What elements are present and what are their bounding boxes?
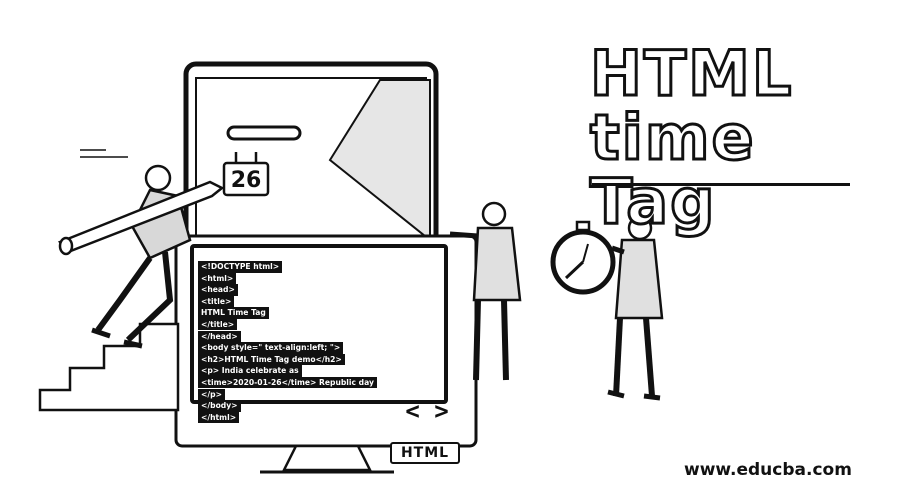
code-line: </p> — [198, 388, 225, 401]
person-standing — [449, 201, 522, 381]
calendar-date: 26 — [230, 168, 262, 193]
person-with-stopwatch — [607, 215, 664, 401]
code-line: <title> — [198, 295, 235, 308]
code-line: <time>2020-01-26</time> Republic day — [198, 376, 377, 389]
code-line: </head> — [198, 330, 241, 343]
code-panel: <!DOCTYPE html> <html> <head> <title> HT… — [190, 244, 448, 424]
code-brackets-icon: < > — [405, 397, 449, 425]
code-line: </body> — [198, 400, 241, 412]
code-line: HTML Time Tag — [198, 307, 269, 319]
code-line: <!DOCTYPE html> — [198, 261, 283, 273]
left-deco-lines — [80, 149, 128, 158]
page-title: HTML time Tag — [589, 37, 890, 238]
stopwatch-icon — [550, 220, 616, 295]
calendar-icon — [222, 152, 270, 197]
code-line: <p> India celebrate as — [198, 365, 302, 377]
html-badge: HTML — [390, 442, 460, 464]
person-with-pencil — [57, 164, 225, 349]
code-line: <body style=" text-align:left; "> — [198, 342, 344, 354]
stairs — [38, 322, 180, 412]
title-line-1: HTML — [589, 37, 794, 110]
code-line: </html> — [198, 411, 240, 424]
site-url: www.educba.com — [684, 460, 852, 480]
title-line-2: time Tag — [589, 101, 756, 238]
code-line: <html> — [198, 272, 237, 285]
title-underline — [592, 183, 850, 186]
code-line: <head> — [198, 284, 238, 296]
code-line: </title> — [198, 318, 238, 331]
code-line: <h2>HTML Time Tag demo</h2> — [198, 353, 345, 366]
